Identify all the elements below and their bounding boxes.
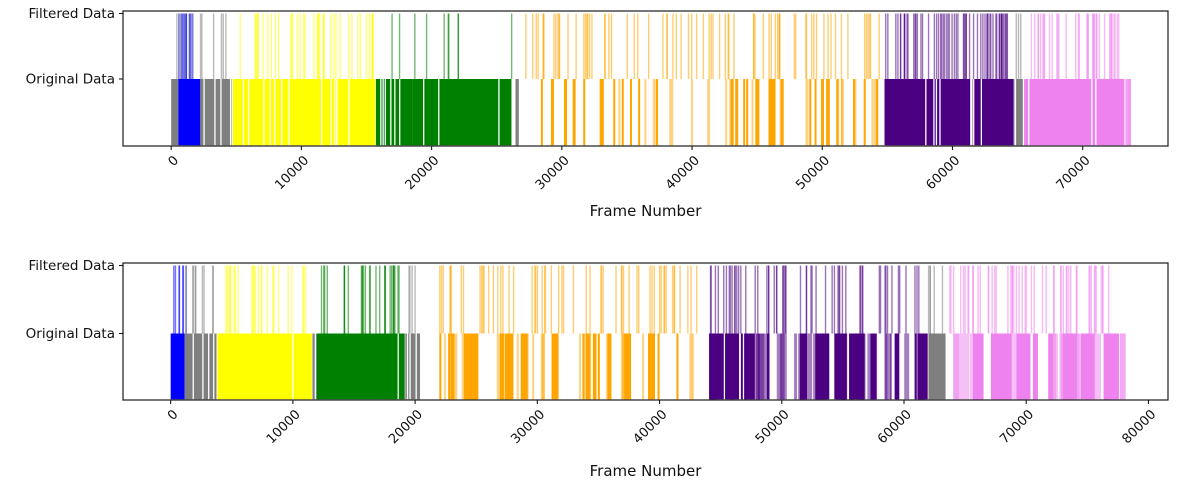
event-segment-original-yellow	[217, 333, 312, 400]
event-segment-filtered-violet	[949, 265, 1110, 334]
event-segment-original-violet	[1024, 79, 1125, 146]
event-segment-original-blue	[178, 79, 201, 146]
event-segment-original-gray	[515, 79, 519, 146]
event-segment-filtered-indigo	[709, 265, 920, 334]
x-tick-label: 20000	[403, 153, 443, 193]
event-segment-original-gray	[1014, 79, 1023, 146]
event-segment-original-gray	[184, 333, 217, 400]
x-tick-label: 30000	[508, 407, 548, 447]
event-segment-filtered-gray	[176, 13, 227, 79]
y-tick-label-filtered: Filtered Data	[28, 6, 115, 22]
event-segment-filtered-violet	[1030, 13, 1120, 79]
event-segment-original-indigo	[884, 79, 1014, 146]
event-segment-original-gray	[171, 79, 179, 146]
event-segment-original-orange	[540, 79, 879, 146]
event-segment-original-gray	[405, 333, 420, 400]
x-tick-label: 80000	[1119, 407, 1159, 447]
axes-spine	[122, 262, 1169, 401]
event-segment-filtered-yellow	[225, 265, 307, 334]
x-tick-label: 30000	[533, 153, 573, 193]
event-segment-filtered-green	[320, 265, 400, 334]
x-tick-label: 40000	[663, 153, 703, 193]
event-segment-filtered-blue	[173, 265, 187, 334]
event-segment-filtered-orange	[439, 265, 698, 334]
event-segment-original-green	[375, 79, 413, 146]
event-segment-filtered-indigo	[885, 13, 1009, 79]
x-tick-label: 0	[166, 153, 182, 169]
x-tick-label: 50000	[793, 153, 833, 193]
event-segment-filtered-gray	[1015, 13, 1022, 79]
x-tick-label: 40000	[631, 407, 671, 447]
event-segment-filtered-green	[391, 13, 460, 79]
event-segment-filtered-orange	[525, 13, 880, 79]
subplot-1: 0 10000 20000 30000 40000 50000 60000 70000 Filt…	[26, 6, 1169, 220]
x-tick-label: 60000	[875, 407, 915, 447]
event-segment-original-gray	[200, 79, 232, 146]
x-tick-label: 0	[165, 407, 181, 423]
x-tick-label: 70000	[997, 407, 1037, 447]
event-segment-filtered-gray	[927, 265, 944, 334]
y-tick-label-filtered: Filtered Data	[28, 258, 115, 274]
y-tick-label-original: Original Data	[26, 326, 115, 342]
event-segment-original-blue	[170, 333, 185, 400]
event-segment-original-orange	[439, 333, 694, 400]
subplot-2: 0 10000 20000 30000 40000 50000 60000 70000 8000…	[26, 258, 1169, 480]
x-tick-label: 10000	[264, 407, 304, 447]
event-segment-original-violet	[953, 333, 1119, 400]
event-segment-original-gray	[928, 333, 946, 400]
event-segment-original-violet	[1125, 79, 1132, 146]
x-axis-label: Frame Number	[590, 462, 703, 480]
event-segment-original-gray	[312, 333, 317, 400]
x-tick-label: 70000	[1054, 153, 1094, 193]
event-segment-filtered-yellow	[239, 13, 374, 79]
event-segment-original-yellow	[232, 79, 376, 146]
event-segment-filtered-green	[510, 13, 513, 79]
x-tick-label: 60000	[923, 153, 963, 193]
event-segment-filtered-gray	[185, 265, 214, 334]
x-axis-label: Frame Number	[590, 202, 703, 220]
event-segment-original-green	[412, 79, 512, 146]
event-segment-filtered-gray	[408, 265, 416, 334]
x-tick-label: 20000	[386, 407, 426, 447]
event-segment-original-violet	[1119, 333, 1126, 400]
event-segment-original-indigo	[709, 333, 928, 400]
x-tick-label: 10000	[272, 153, 312, 193]
event-segment-original-green	[316, 333, 405, 400]
y-tick-label-original: Original Data	[26, 72, 115, 88]
x-tick-label: 50000	[753, 407, 793, 447]
